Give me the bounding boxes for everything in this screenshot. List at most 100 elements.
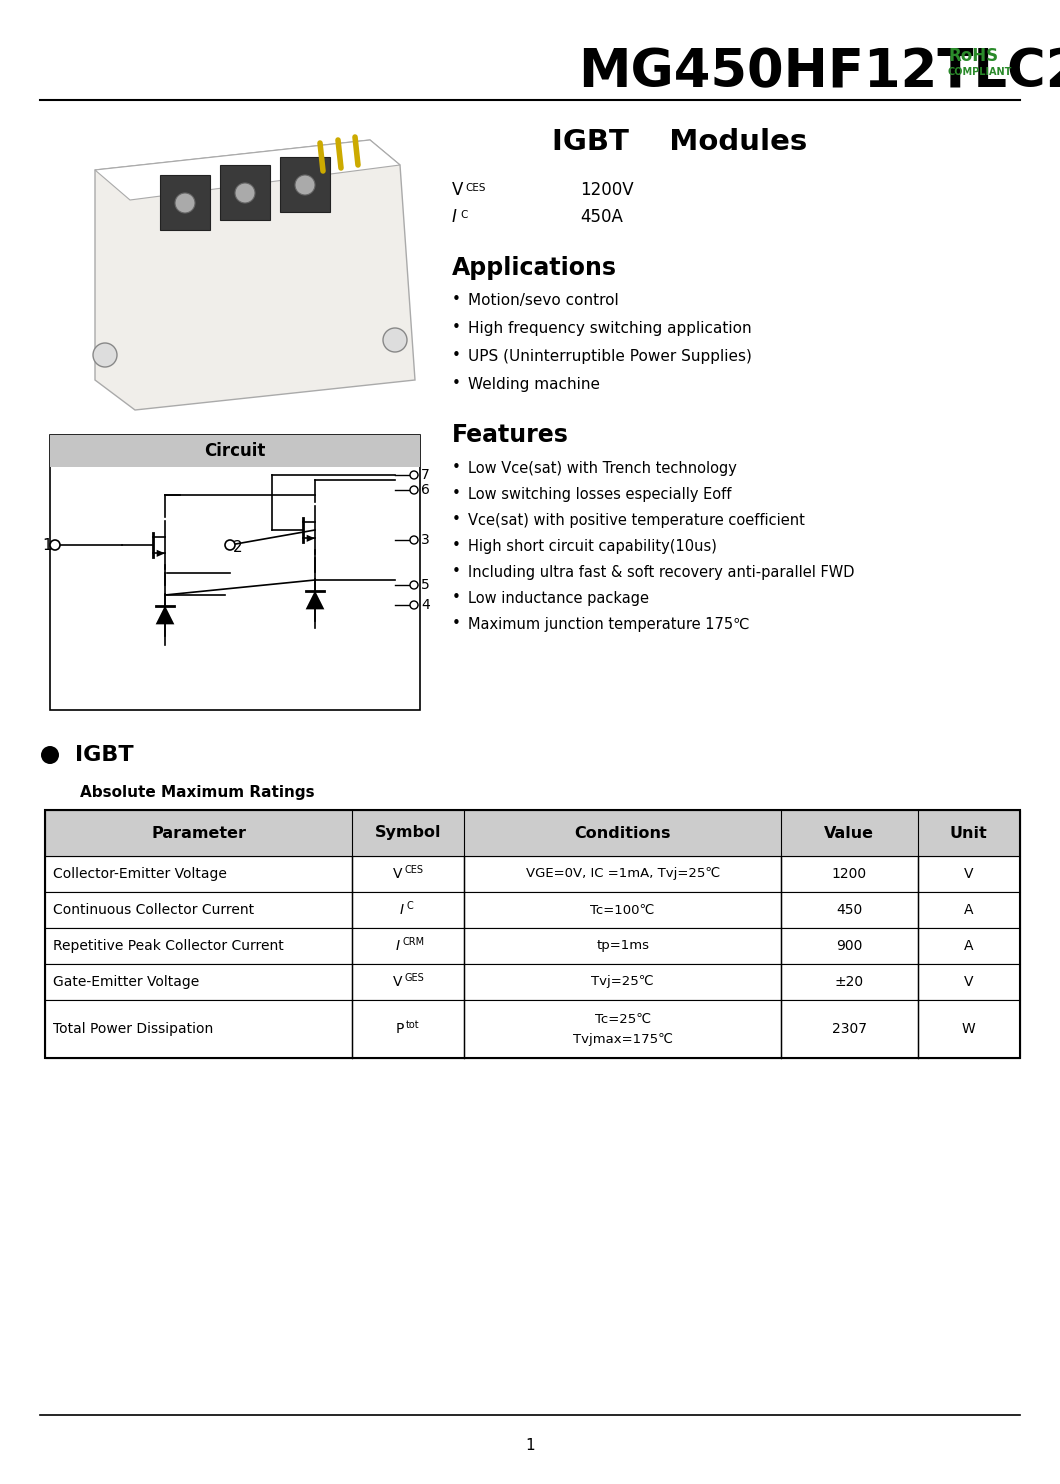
Circle shape [410,470,418,479]
Text: COMPLIANT: COMPLIANT [948,67,1012,77]
Polygon shape [95,139,400,200]
Text: C: C [406,901,413,911]
Text: tot: tot [406,1020,420,1030]
Text: RoHS: RoHS [948,47,999,65]
Text: Continuous Collector Current: Continuous Collector Current [53,902,254,917]
Text: Circuit: Circuit [205,442,266,460]
Polygon shape [160,175,210,230]
Text: GES: GES [404,974,424,982]
Text: Parameter: Parameter [152,825,246,840]
Text: I: I [396,939,401,953]
Polygon shape [156,605,174,625]
Text: IGBT    Modules: IGBT Modules [552,128,808,156]
Circle shape [225,540,235,551]
Text: Tc=25℃: Tc=25℃ [595,1012,651,1025]
Text: 2307: 2307 [832,1022,867,1036]
Text: 4: 4 [421,598,429,611]
Bar [50,435,420,467]
Bar [45,810,1020,856]
Circle shape [175,193,195,214]
Circle shape [410,485,418,494]
Text: Including ultra fast & soft recovery anti-parallel FWD: Including ultra fast & soft recovery ant… [469,564,854,579]
Text: •: • [452,292,461,307]
Text: •: • [452,460,461,475]
Text: 1: 1 [42,539,52,554]
Text: V: V [964,867,973,881]
Text: 450A: 450A [580,208,623,226]
Text: High short circuit capability(10us): High short circuit capability(10us) [469,539,717,554]
Bar [45,810,1020,1058]
Text: 7: 7 [421,467,429,482]
Circle shape [93,343,117,367]
Text: •: • [452,349,461,364]
Bar [45,1000,1020,1058]
Text: A: A [964,902,973,917]
Bar [45,892,1020,928]
Text: CES: CES [404,865,423,876]
Text: 450: 450 [836,902,863,917]
Text: •: • [452,321,461,335]
Text: Value: Value [825,825,874,840]
Text: •: • [452,591,461,605]
Circle shape [235,183,255,203]
Text: 5: 5 [421,577,429,592]
Text: Unit: Unit [950,825,988,840]
Text: V: V [452,181,463,199]
Circle shape [41,746,59,764]
Text: Welding machine: Welding machine [469,377,600,392]
Text: Symbol: Symbol [375,825,441,840]
Circle shape [410,582,418,589]
Text: 900: 900 [836,939,863,953]
Polygon shape [280,157,330,212]
Text: VGE=0V, IC =1mA, Tvj=25℃: VGE=0V, IC =1mA, Tvj=25℃ [526,868,720,880]
Polygon shape [220,165,270,220]
Circle shape [295,175,315,194]
Text: A: A [964,939,973,953]
Polygon shape [306,534,315,542]
Text: Maximum junction temperature 175℃: Maximum junction temperature 175℃ [469,616,749,632]
Text: 3: 3 [421,533,429,548]
Text: UPS (Uninterruptible Power Supplies): UPS (Uninterruptible Power Supplies) [469,349,752,364]
Text: I: I [452,208,457,226]
Text: V: V [392,867,402,881]
Circle shape [50,540,60,551]
Text: 1200: 1200 [832,867,867,881]
Text: Vce(sat) with positive temperature coefficient: Vce(sat) with positive temperature coeff… [469,512,805,527]
Text: Tc=100℃: Tc=100℃ [590,904,655,917]
Text: Conditions: Conditions [575,825,671,840]
Text: IGBT: IGBT [75,745,134,764]
Text: Low switching losses especially Eoff: Low switching losses especially Eoff [469,487,731,502]
Text: V: V [392,975,402,988]
Text: CES: CES [465,183,485,193]
Text: W: W [961,1022,975,1036]
Text: V: V [964,975,973,988]
Text: •: • [452,539,461,554]
Text: Motion/sevo control: Motion/sevo control [469,292,619,307]
Circle shape [410,536,418,545]
Text: Repetitive Peak Collector Current: Repetitive Peak Collector Current [53,939,284,953]
Text: Total Power Dissipation: Total Power Dissipation [53,1022,213,1036]
Text: Tvj=25℃: Tvj=25℃ [591,975,654,988]
Text: 1: 1 [525,1438,535,1453]
Text: 6: 6 [421,482,430,497]
Text: •: • [452,512,461,527]
Text: •: • [452,564,461,579]
Text: 2: 2 [233,540,243,555]
Bar [45,928,1020,965]
Bar [50,435,420,709]
Text: Tvjmax=175℃: Tvjmax=175℃ [572,1033,673,1046]
Text: Low inductance package: Low inductance package [469,591,649,605]
Polygon shape [305,591,324,610]
Text: tp=1ms: tp=1ms [596,939,649,953]
Text: Low Vce(sat) with Trench technology: Low Vce(sat) with Trench technology [469,460,737,475]
Bar [45,965,1020,1000]
Text: Collector-Emitter Voltage: Collector-Emitter Voltage [53,867,227,881]
Text: Gate-Emitter Voltage: Gate-Emitter Voltage [53,975,199,988]
Text: •: • [452,377,461,392]
Text: MG450HF12TLC2: MG450HF12TLC2 [578,46,1060,98]
Text: I: I [400,902,404,917]
Text: •: • [452,487,461,502]
Text: High frequency switching application: High frequency switching application [469,321,752,335]
Polygon shape [95,139,416,410]
Text: CRM: CRM [402,936,424,947]
